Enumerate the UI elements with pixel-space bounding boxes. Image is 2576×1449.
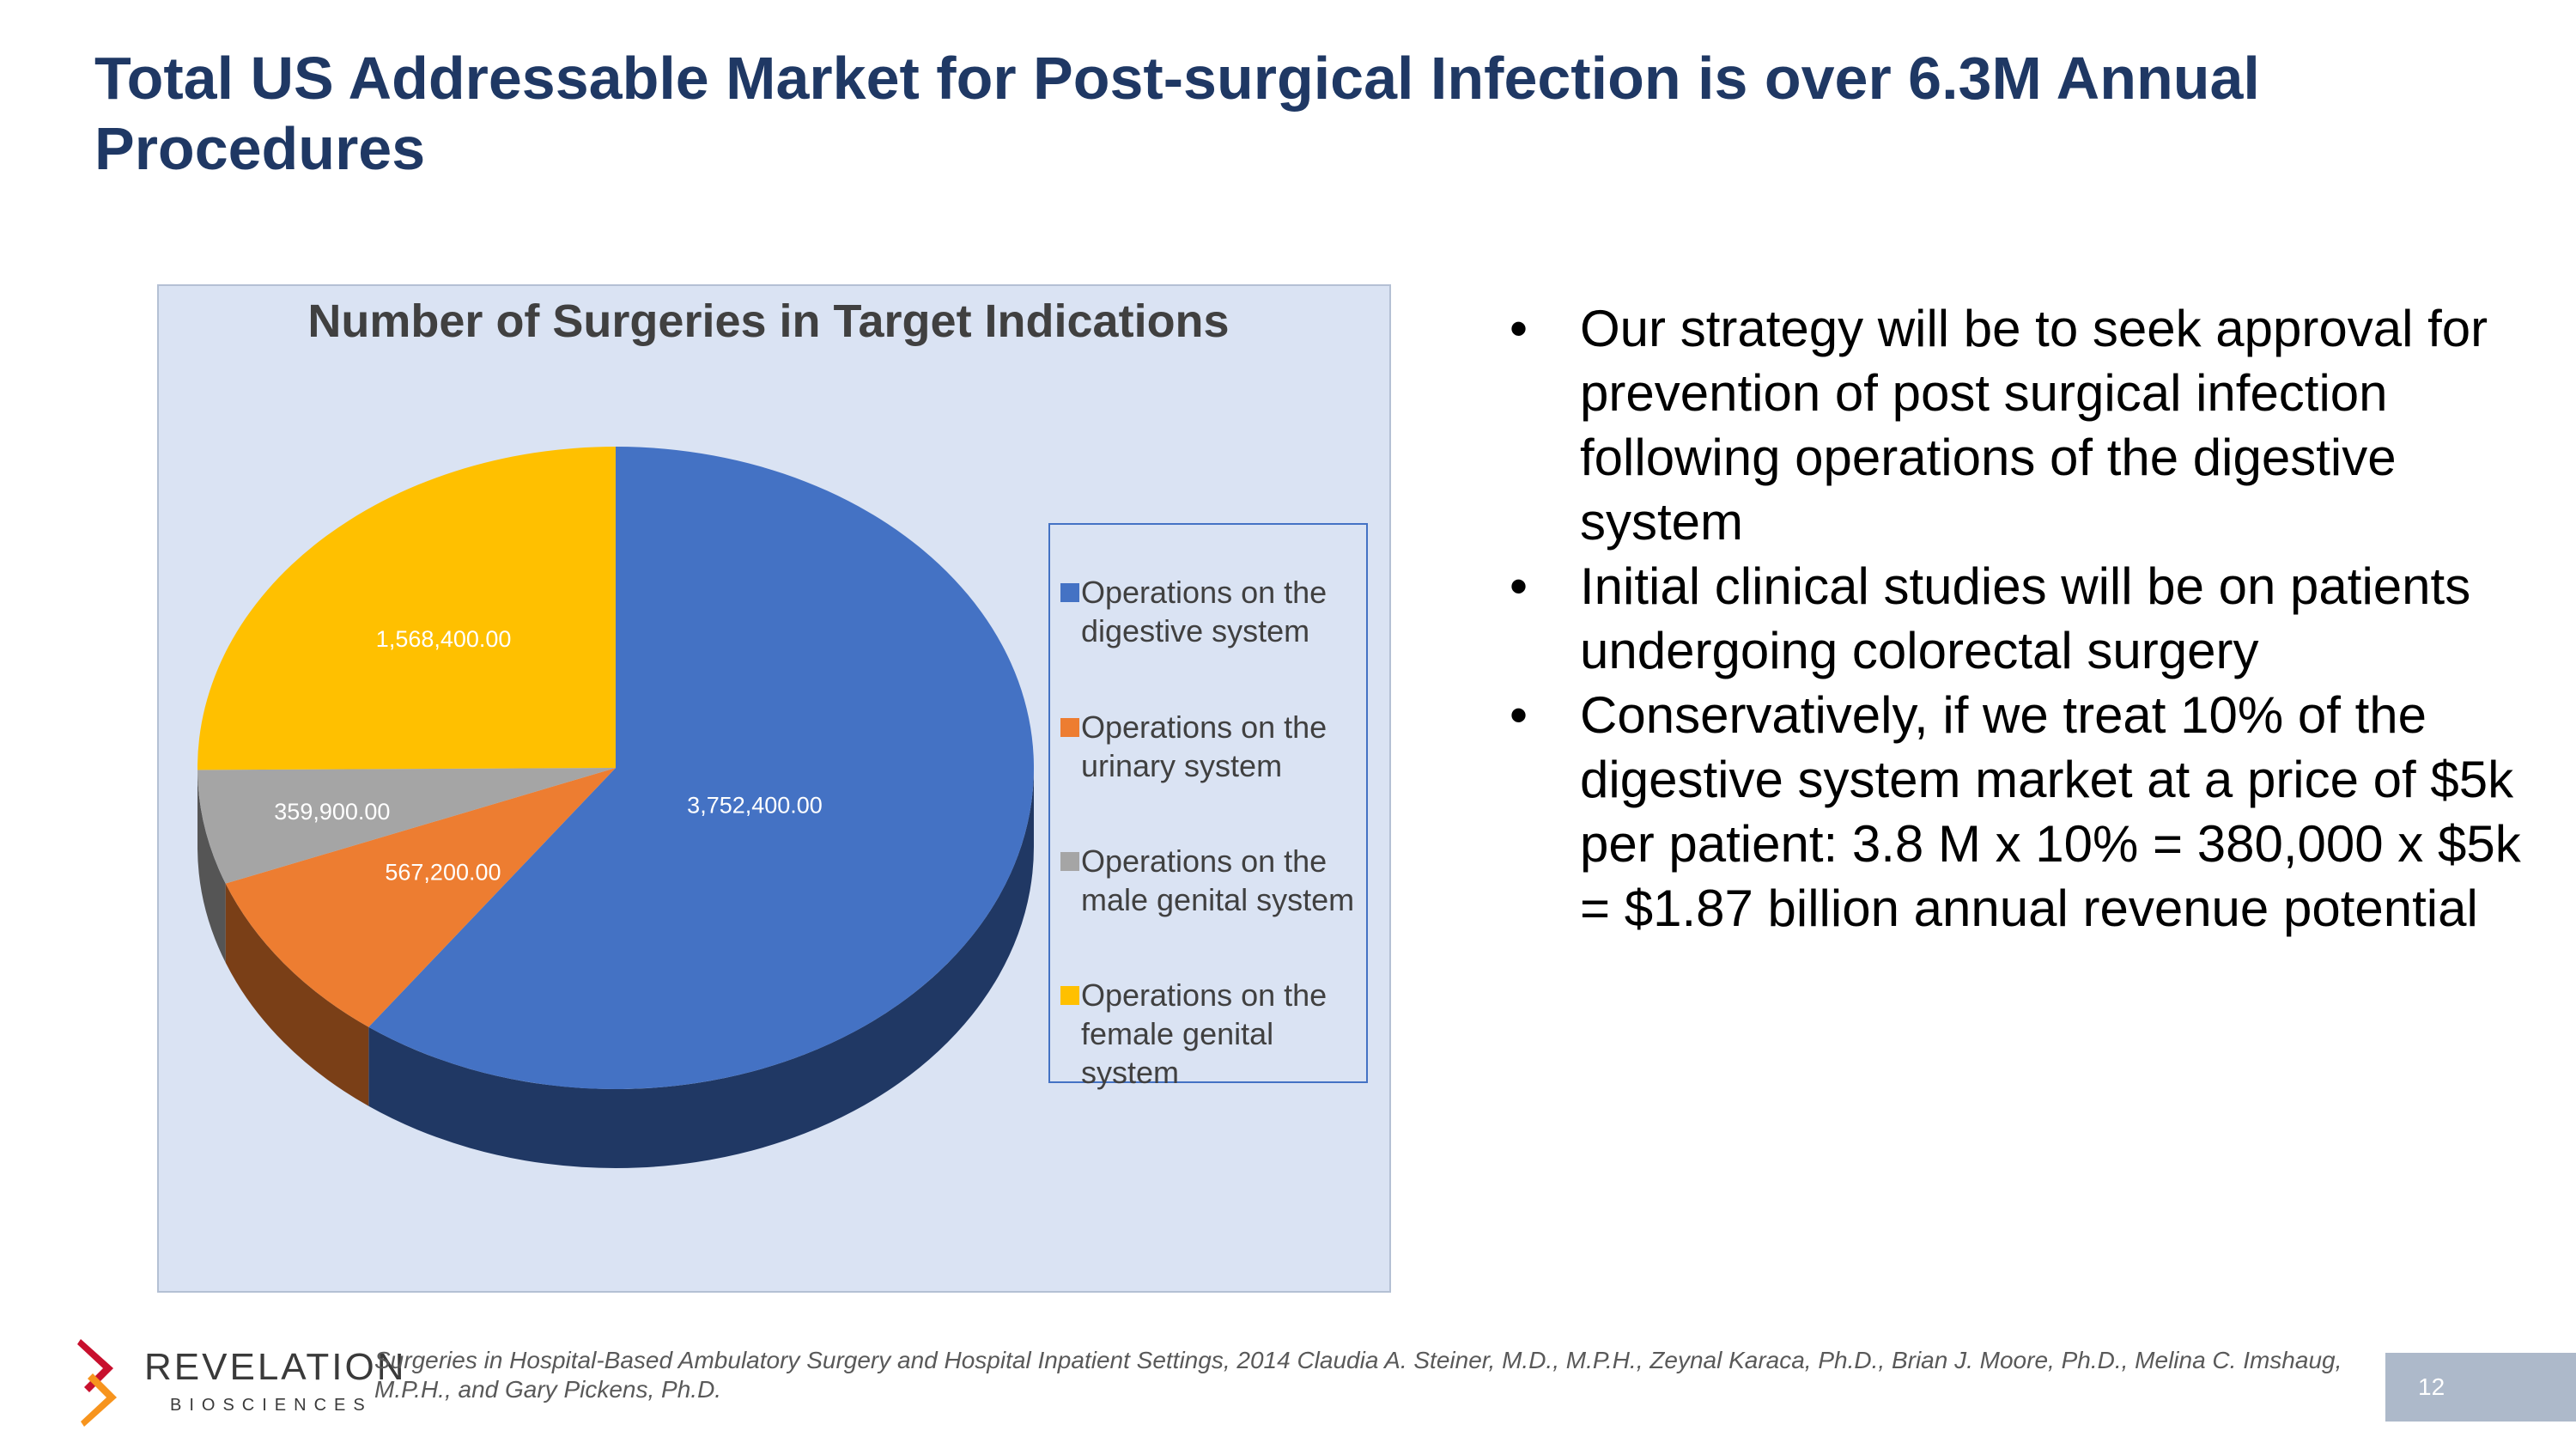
page-number-badge: 12 xyxy=(2385,1353,2576,1422)
legend-label: Operations on the urinary system xyxy=(1081,709,1327,783)
legend-item: Operations on the male genital system xyxy=(1060,842,1370,919)
chart-title: Number of Surgeries in Target Indication… xyxy=(307,295,1230,347)
pie-data-label: 1,568,400.00 xyxy=(376,626,512,652)
chart-legend: Operations on the digestive system Operati… xyxy=(1048,523,1370,1090)
legend-label: Operations on the male genital system xyxy=(1081,843,1355,917)
legend-item: Operations on the digestive system xyxy=(1060,573,1370,650)
legend-item: Operations on the female genital system xyxy=(1060,976,1370,1092)
pie-slice-side xyxy=(368,768,1034,1168)
bullet-item: • Conservatively, if we treat 10% of the … xyxy=(1494,683,2550,941)
legend-swatch xyxy=(1060,718,1079,737)
bullet-marker: • xyxy=(1510,686,1528,744)
pie-slice xyxy=(368,447,1034,1089)
slide-title: Total US Addressable Market for Post-sur… xyxy=(94,45,2260,182)
bullet-text: Initial clinical studies will be on pati… xyxy=(1580,557,2471,679)
bullet-text: Conservatively, if we treat 10% of the d… xyxy=(1580,686,2521,937)
pie-slice xyxy=(225,768,616,1027)
bullet-item: • Our strategy will be to seek approval f… xyxy=(1494,296,2550,554)
bullet-list: • Our strategy will be to seek approval f… xyxy=(1494,296,2550,941)
logo-name: REVELATION xyxy=(144,1346,407,1388)
legend-item: Operations on the urinary system xyxy=(1060,708,1370,785)
legend-label: Operations on the digestive system xyxy=(1081,575,1327,648)
pie-data-label: 359,900.00 xyxy=(274,799,390,825)
bullet-marker: • xyxy=(1510,557,1528,615)
bullet-text: Our strategy will be to seek approval fo… xyxy=(1580,300,2488,551)
pie-slice xyxy=(197,447,616,770)
legend-swatch xyxy=(1060,986,1079,1005)
source-citation: Surgeries in Hospital-Based Ambulatory S… xyxy=(374,1347,2342,1403)
pie-chart: Number of Surgeries in Target Indication… xyxy=(157,284,1391,1293)
legend-label: Operations on the female genital system xyxy=(1081,977,1327,1090)
pie-slice-side xyxy=(197,770,226,963)
company-logo: REVELATION BIOSCIENCES xyxy=(76,1336,404,1430)
pie-chart-plot: 3,752,400.00 567,200.00 359,900.00 1,568,40… xyxy=(197,447,1034,1168)
pie-slice-side xyxy=(225,883,369,1106)
logo-subtitle: BIOSCIENCES xyxy=(170,1396,373,1415)
pie-data-label: 3,752,400.00 xyxy=(687,793,823,819)
pie-slice xyxy=(197,768,616,884)
bullet-marker: • xyxy=(1510,300,1528,357)
bullet-item: • Initial clinical studies will be on pat… xyxy=(1494,554,2550,683)
logo-helix-icon xyxy=(77,1339,117,1427)
legend-swatch xyxy=(1060,852,1079,871)
pie-data-label: 567,200.00 xyxy=(385,859,501,885)
legend-swatch xyxy=(1060,583,1079,602)
page-number: 12 xyxy=(2418,1373,2445,1400)
